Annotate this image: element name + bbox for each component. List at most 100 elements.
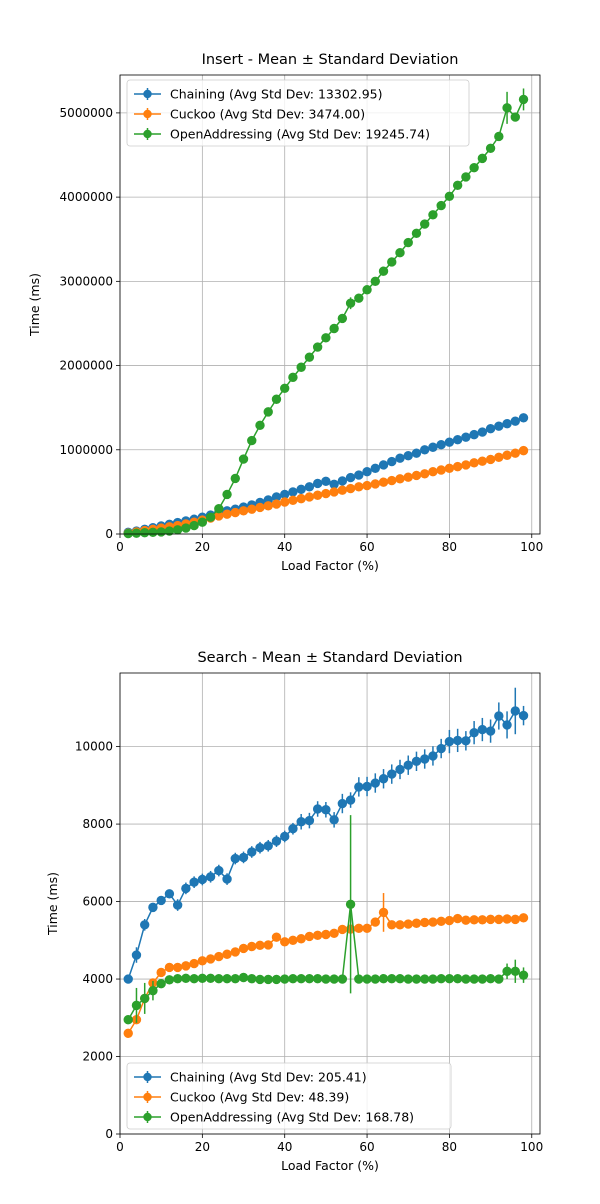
data-point [411,228,422,239]
data-point [123,1015,133,1025]
data-point [494,452,504,463]
data-point [502,966,512,976]
data-point [444,463,455,474]
y-axis-label: Time (ms) [27,273,42,337]
data-point [354,293,364,303]
data-point [461,460,471,470]
y-tick-label: 3000000 [60,274,113,288]
data-point [271,499,282,509]
data-point [477,153,488,164]
y-tick-label: 0 [105,527,113,541]
data-point [247,941,257,952]
data-point [477,456,488,466]
data-point [288,973,298,984]
data-point [181,973,191,983]
x-tick-label: 40 [277,540,292,554]
data-point [337,313,348,324]
data-point [461,915,471,925]
data-point [172,973,183,984]
x-tick-label: 20 [195,1140,210,1154]
data-point [461,974,471,984]
data-point [197,956,208,966]
data-point [387,475,397,486]
data-point [345,483,356,494]
data-point [362,974,372,984]
data-point [156,978,166,989]
data-point [444,437,455,447]
data-point [420,469,430,479]
data-point [477,974,488,984]
series-2 [123,815,529,1025]
data-point [354,482,364,492]
data-point [230,947,240,957]
data-point [411,756,422,767]
series-1 [123,893,529,1038]
x-tick-label: 0 [116,1140,124,1154]
data-point [403,450,413,461]
data-point [296,934,306,944]
data-point [181,523,191,533]
data-point [271,836,282,846]
data-point [494,131,504,142]
data-point [420,974,430,984]
y-tick-label: 10000 [75,740,113,754]
data-point [321,974,331,984]
data-point [205,512,216,522]
data-point [329,323,339,334]
data-point [469,974,479,984]
x-tick-label: 100 [520,540,543,554]
data-point [255,843,265,853]
data-point [510,966,520,976]
data-point [321,929,331,940]
data-point [312,930,323,940]
data-point [148,527,158,538]
data-point [387,257,397,267]
data-point [345,899,356,909]
data-point [485,143,496,153]
legend-label: OpenAddressing (Avg Std Dev: 168.78) [170,1110,414,1125]
data-point [502,418,512,429]
data-point [205,872,216,882]
data-point [485,424,496,434]
data-point [271,932,282,942]
data-point [411,974,422,984]
legend-entry: OpenAddressing (Avg Std Dev: 19245.74) [134,127,430,142]
data-point [280,937,290,947]
data-point [131,528,142,538]
data-point [189,973,199,984]
data-point [469,162,479,173]
data-point [238,852,249,863]
data-point [436,440,446,450]
data-point [238,454,249,464]
data-point [288,372,298,383]
data-point [296,484,306,495]
data-point [263,407,273,417]
legend: Chaining (Avg Std Dev: 13302.95) Cuckoo (… [126,79,470,147]
data-point [395,248,405,258]
y-axis-label: Time (ms) [45,872,60,936]
data-point [156,895,166,906]
data-point [477,724,488,735]
data-point [271,974,282,985]
data-point [395,920,405,930]
data-point [148,985,158,996]
data-point [123,974,133,984]
x-axis-label: Load Factor (%) [281,1158,379,1173]
data-point [304,815,315,826]
data-point [263,940,273,950]
plot-frame [119,672,541,1135]
data-point [370,778,380,788]
x-axis-label: Load Factor (%) [281,558,379,573]
data-point [494,711,504,721]
y-tick-label: 2000000 [60,359,113,373]
data-point [337,974,348,984]
data-point [230,973,240,984]
data-point [131,950,142,960]
data-point [312,478,323,489]
y-tick-label: 4000 [82,972,113,986]
data-point [444,736,455,747]
data-point [428,974,438,984]
data-point [172,962,183,973]
chart-title: Insert - Mean ± Standard Deviation [202,52,459,68]
data-point [329,815,339,825]
